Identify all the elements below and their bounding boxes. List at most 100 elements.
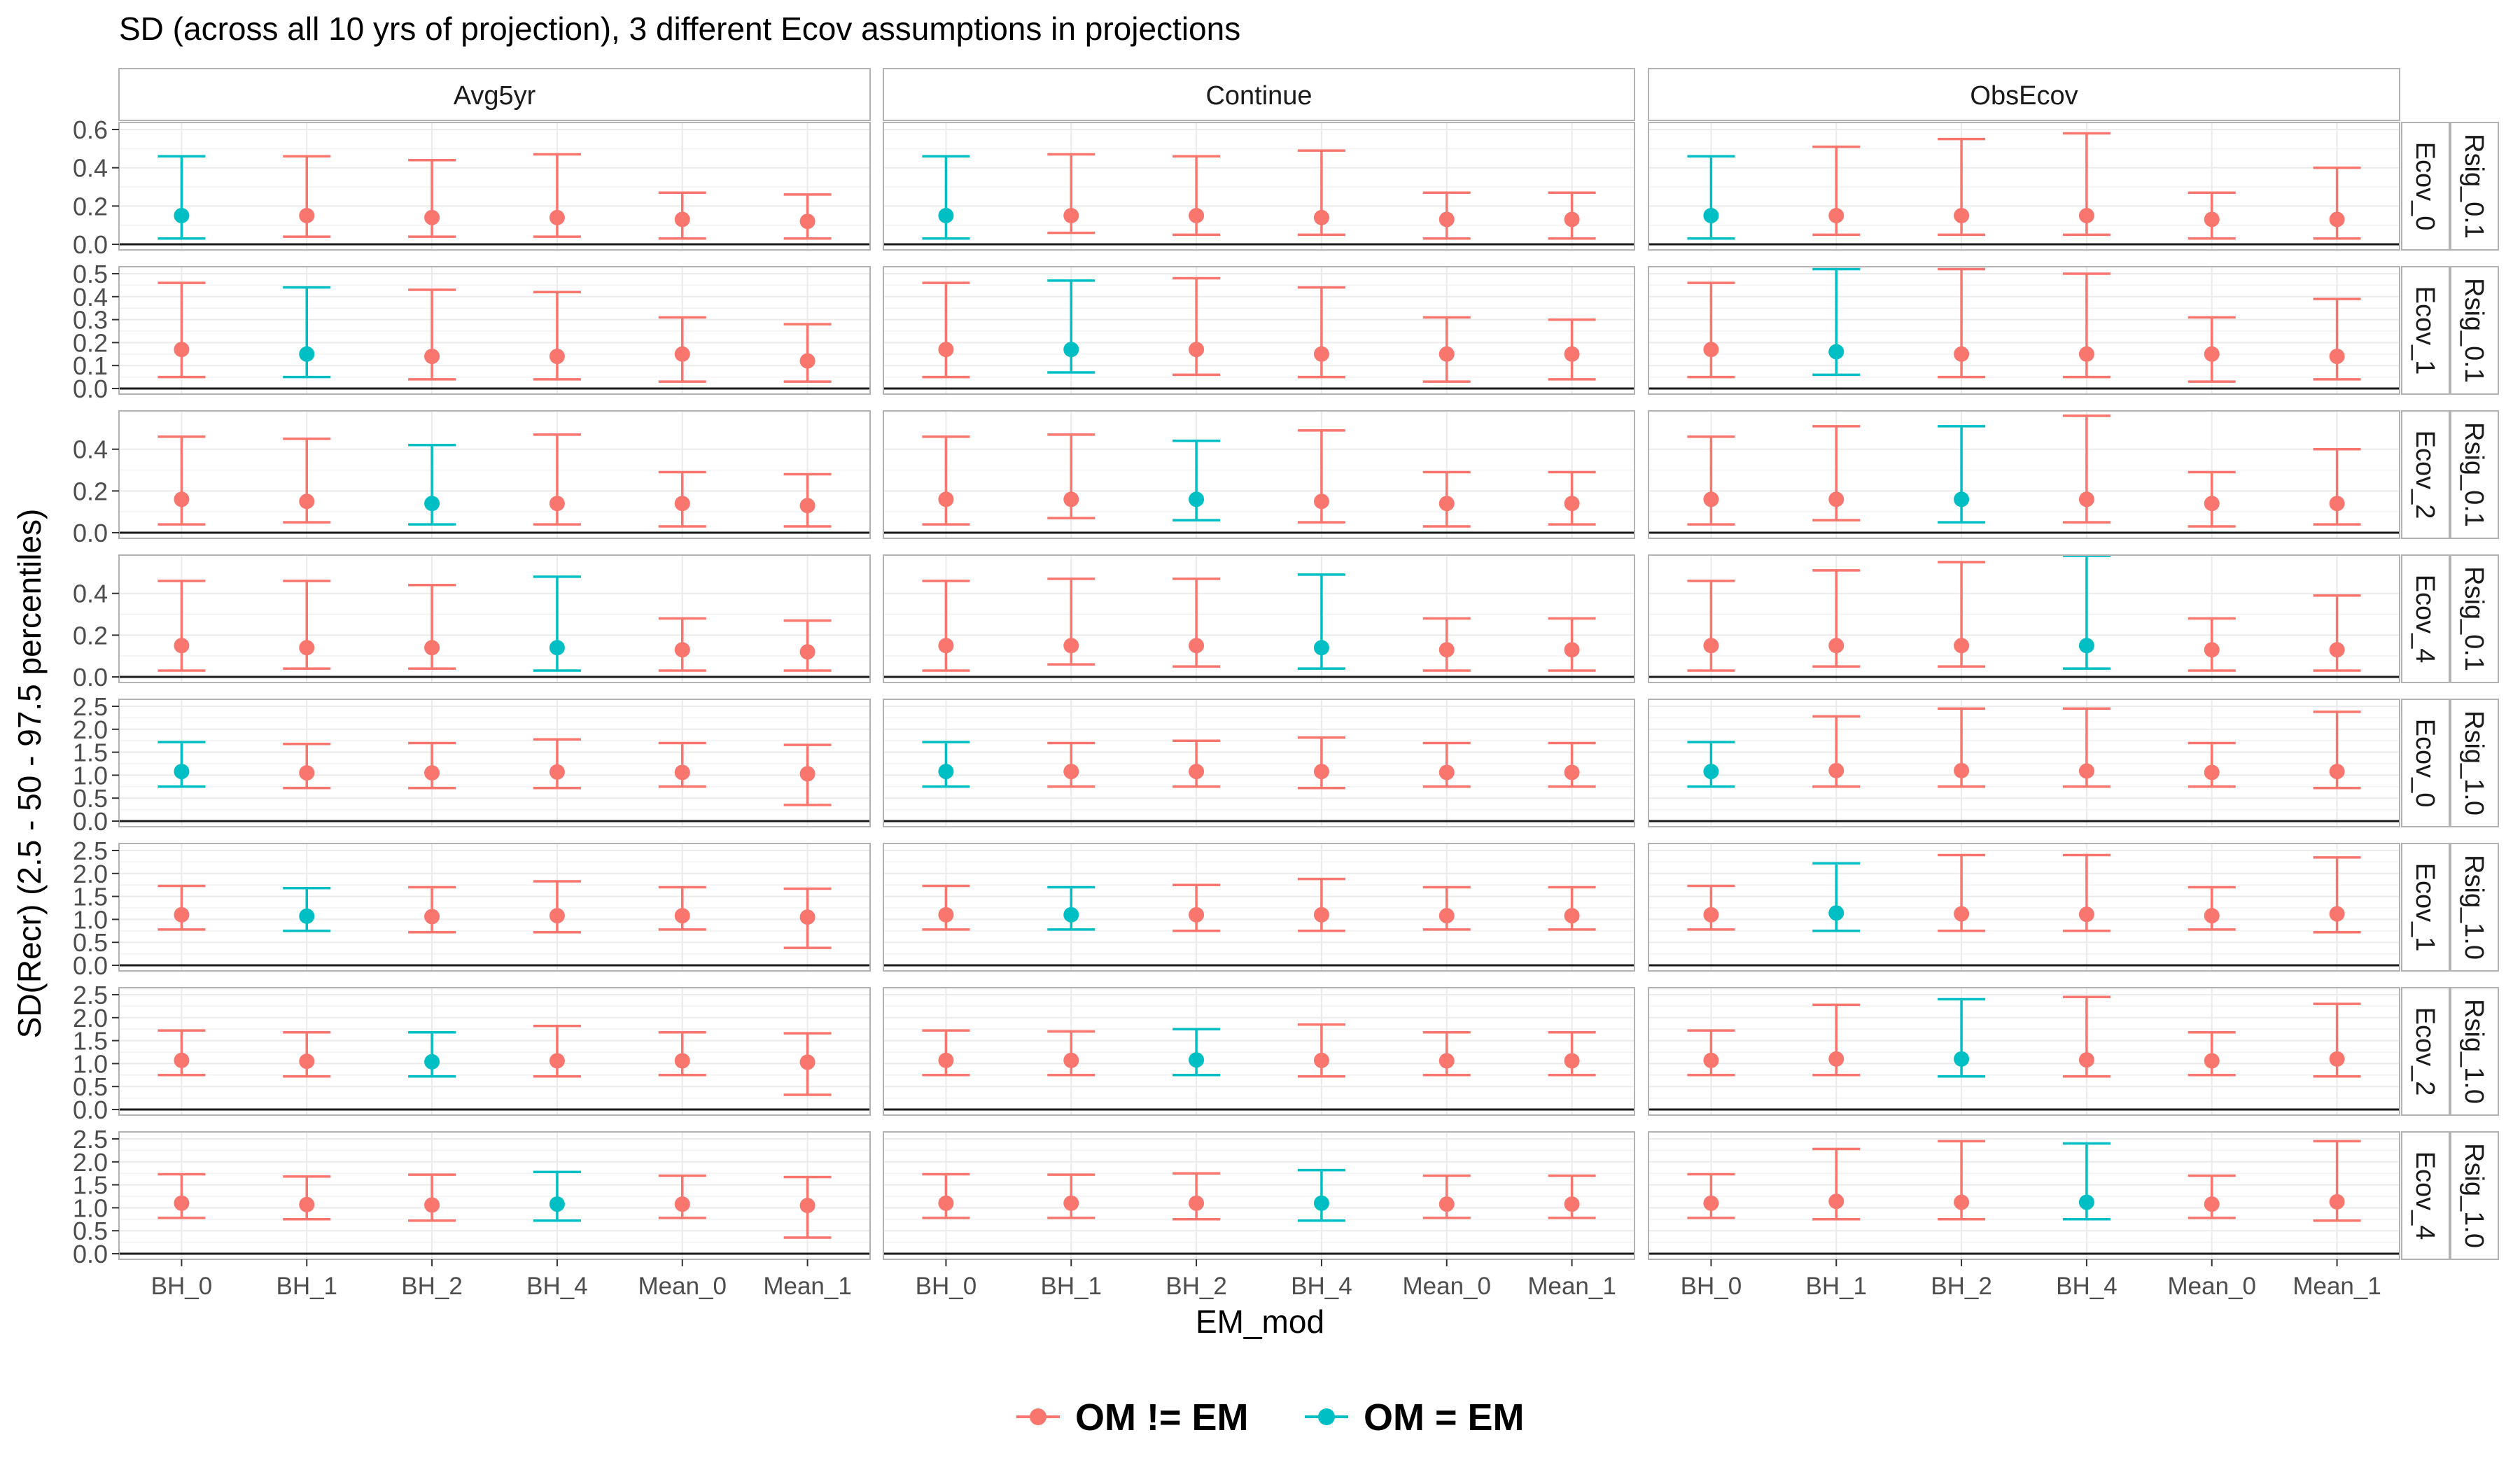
x-tick-label: BH_2 bbox=[401, 1273, 463, 1300]
median-point bbox=[1703, 906, 1719, 923]
y-tick-label: 0.2 bbox=[73, 192, 108, 220]
y-tick-label: 0.4 bbox=[73, 283, 108, 312]
facet-panel bbox=[883, 410, 1635, 539]
median-point bbox=[1438, 1053, 1455, 1069]
panel-background bbox=[119, 699, 870, 827]
x-axis-ticks: BH_0 BH_1 BH_2 BH_4 Mean_0 Mean_1 BH_0 BH_1 BH_2… bbox=[151, 1259, 2381, 1300]
column-strip-label: ObsEcov bbox=[1970, 81, 2078, 111]
median-point bbox=[1564, 642, 1580, 658]
facet-panel bbox=[883, 554, 1635, 683]
median-point bbox=[1313, 346, 1329, 362]
median-point bbox=[938, 906, 954, 923]
column-strip bbox=[883, 68, 1635, 121]
row-strip-label: Ecov_2 bbox=[2410, 430, 2440, 519]
panel-border bbox=[118, 699, 871, 827]
median-point bbox=[1954, 1194, 1970, 1210]
row-strip bbox=[2401, 122, 2450, 251]
panel-background bbox=[1648, 411, 2400, 538]
median-point bbox=[424, 909, 440, 925]
legend-key-point bbox=[1030, 1408, 1046, 1425]
panel-border bbox=[883, 554, 1635, 683]
panel-border bbox=[118, 987, 871, 1116]
facet-panel bbox=[118, 266, 871, 395]
y-tick-label: 0.1 bbox=[73, 351, 108, 380]
median-point bbox=[299, 640, 315, 656]
median-point bbox=[674, 1053, 690, 1069]
median-point bbox=[1564, 496, 1580, 512]
x-tick-label: Mean_1 bbox=[1527, 1273, 1616, 1300]
row-strip bbox=[2401, 843, 2450, 972]
median-point bbox=[1703, 764, 1719, 780]
panel-background bbox=[119, 267, 870, 394]
median-point bbox=[938, 764, 954, 780]
row-strip bbox=[2401, 1131, 2450, 1260]
y-tick-label: 0.2 bbox=[73, 328, 108, 357]
median-point bbox=[2329, 1194, 2345, 1210]
y-tick-label: 1.5 bbox=[73, 883, 108, 911]
facet-panel bbox=[118, 410, 871, 539]
median-point bbox=[1828, 905, 1844, 921]
row-strip-label: Rsig_1.0 bbox=[2459, 1143, 2488, 1248]
median-point bbox=[424, 1197, 440, 1213]
median-point bbox=[674, 764, 690, 780]
median-point bbox=[174, 906, 190, 923]
y-tick-label: 0.0 bbox=[73, 230, 108, 259]
y-tick-label: 0.2 bbox=[73, 621, 108, 650]
y-tick-label: 2.5 bbox=[73, 981, 108, 1009]
facet-panel bbox=[118, 554, 871, 683]
panel-border bbox=[118, 266, 871, 395]
median-point bbox=[938, 1052, 954, 1068]
median-point bbox=[1189, 906, 1205, 923]
median-point bbox=[938, 342, 954, 358]
panel-background bbox=[1648, 122, 2400, 250]
x-tick-label: Mean_0 bbox=[2168, 1273, 2256, 1300]
panel-background bbox=[119, 988, 870, 1115]
x-tick-label: BH_1 bbox=[1805, 1273, 1867, 1300]
median-point bbox=[1564, 908, 1580, 924]
median-point bbox=[2204, 1196, 2220, 1212]
panel-background bbox=[883, 1132, 1634, 1259]
median-point bbox=[424, 496, 440, 512]
median-point bbox=[424, 209, 440, 225]
median-point bbox=[799, 214, 816, 230]
panel-border bbox=[883, 266, 1635, 395]
panel-background bbox=[883, 555, 1634, 682]
facet-panel bbox=[1648, 699, 2400, 827]
x-tick-label: BH_4 bbox=[526, 1273, 588, 1300]
y-tick-label: 0.5 bbox=[73, 928, 108, 957]
panel-background bbox=[1648, 1132, 2400, 1259]
row-strip bbox=[2450, 410, 2499, 539]
panel-background bbox=[883, 988, 1634, 1115]
median-point bbox=[674, 1196, 690, 1212]
facet-panel bbox=[883, 266, 1635, 395]
median-point bbox=[674, 346, 690, 362]
facet-panel bbox=[883, 843, 1635, 972]
median-point bbox=[799, 353, 816, 369]
panel-background bbox=[119, 555, 870, 682]
panel-border bbox=[1648, 410, 2400, 539]
row-strip bbox=[2450, 554, 2499, 683]
panel-border bbox=[118, 122, 871, 251]
x-axis-title: EM_mod bbox=[1196, 1303, 1324, 1340]
median-point bbox=[1828, 208, 1844, 223]
median-point bbox=[2204, 346, 2220, 362]
median-point bbox=[1189, 208, 1205, 223]
median-point bbox=[549, 496, 565, 512]
row-strip bbox=[2450, 699, 2499, 827]
median-point bbox=[1313, 764, 1329, 780]
y-tick-label: 0.0 bbox=[73, 1240, 108, 1268]
median-point bbox=[1189, 1195, 1205, 1211]
panel-background bbox=[119, 122, 870, 250]
panel-background bbox=[1648, 844, 2400, 971]
facet-panel bbox=[883, 987, 1635, 1116]
y-tick-label: 2.5 bbox=[73, 836, 108, 865]
y-tick-label: 2.0 bbox=[73, 1148, 108, 1177]
median-point bbox=[1063, 1195, 1079, 1211]
median-point bbox=[799, 1198, 816, 1214]
median-point bbox=[2078, 208, 2094, 223]
facet-panel bbox=[118, 843, 871, 972]
x-tick-label: Mean_0 bbox=[638, 1273, 727, 1300]
y-tick-label: 2.0 bbox=[73, 860, 108, 888]
y-tick-label: 0.5 bbox=[73, 1072, 108, 1101]
